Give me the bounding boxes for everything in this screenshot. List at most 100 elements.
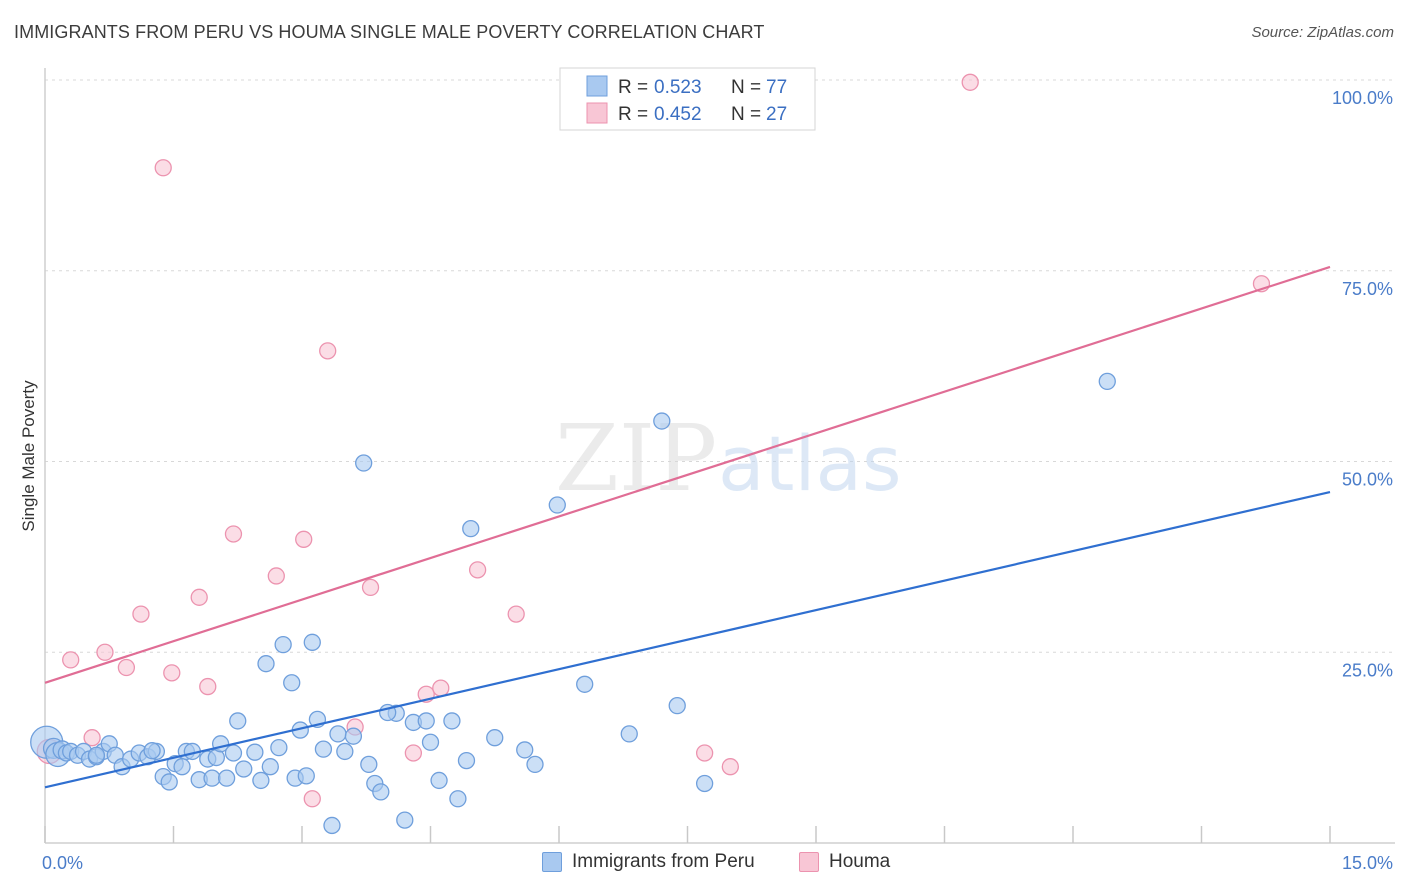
- peru-point-38: [274, 635, 292, 654]
- houma-point-9: [199, 677, 217, 696]
- peru-point-34: [252, 771, 270, 790]
- houma-point-14: [319, 342, 337, 360]
- legend-swatch-peru-bottom: [542, 852, 562, 872]
- peru-point-58: [421, 733, 440, 751]
- y-tick-label-75: 75.0%: [1342, 279, 1393, 299]
- peru-point-35: [257, 655, 275, 673]
- series-legend: Immigrants from Peru Houma: [0, 851, 1406, 879]
- peru-point-60: [443, 712, 461, 730]
- peru-point-33: [246, 743, 264, 761]
- legend-r-value-peru: 0.523: [654, 77, 702, 98]
- peru-point-67: [548, 496, 566, 514]
- legend-label-peru: Immigrants from Peru: [572, 851, 755, 872]
- legend-swatch-houma: [586, 102, 608, 124]
- peru-point-70: [653, 412, 671, 430]
- houma-point-13: [303, 790, 321, 808]
- peru-point-71: [668, 697, 686, 715]
- houma-point-12: [295, 530, 313, 548]
- watermark: ZIP atlas: [555, 405, 902, 512]
- peru-point-36: [261, 758, 279, 776]
- legend-n-label-peru: N =: [731, 77, 761, 98]
- houma-point-2: [83, 729, 101, 747]
- source-label: Source: ZipAtlas.com: [1251, 24, 1394, 41]
- peru-point-21: [173, 758, 191, 776]
- y-tick-label-50: 50.0%: [1342, 470, 1393, 490]
- peru-point-55: [396, 811, 414, 829]
- legend-r-label-peru: R =: [618, 77, 648, 98]
- houma-point-24: [721, 758, 739, 776]
- peru-point-73: [1098, 372, 1116, 391]
- peru-point-29: [217, 769, 236, 787]
- houma-point-11: [267, 567, 285, 585]
- peru-point-66: [526, 755, 544, 774]
- peru-point-72: [695, 774, 714, 793]
- peru-point-37: [270, 738, 288, 757]
- peru-point-49: [344, 727, 363, 745]
- peru-point-75: [143, 742, 161, 760]
- peru-point-39: [283, 674, 301, 692]
- houma-point-10: [224, 525, 243, 543]
- houma-point-1: [62, 651, 80, 669]
- peru-point-46: [323, 816, 341, 835]
- peru-point-62: [457, 751, 476, 770]
- legend-swatch-houma-bottom: [799, 852, 819, 872]
- peru-point-63: [462, 519, 480, 538]
- peru-point-59: [430, 771, 448, 790]
- peru-point-47: [329, 725, 347, 743]
- watermark-atlas: atlas: [718, 419, 902, 508]
- legend-label-houma: Houma: [829, 851, 891, 872]
- grid-lines: [45, 79, 1395, 653]
- peru-point-31: [229, 712, 247, 730]
- peru-point-69: [620, 725, 638, 743]
- peru-point-26: [203, 769, 221, 787]
- houma-point-22: [695, 744, 714, 762]
- peru-point-64: [486, 729, 504, 747]
- houma-point-17: [404, 744, 423, 762]
- stats-legend: R = 0.523 N = 77 R = 0.452 N = 27: [559, 67, 816, 131]
- peru-point-68: [576, 675, 594, 693]
- peru-trend-line: [44, 490, 1331, 789]
- peru-point-30: [224, 744, 243, 762]
- legend-r-label-houma: R =: [618, 104, 648, 125]
- y-tick-label-100: 100.0%: [1332, 88, 1393, 108]
- peru-point-42: [297, 767, 315, 785]
- houma-point-3: [96, 643, 114, 661]
- houma-trend-line: [44, 265, 1331, 684]
- y-tick-label-25: 25.0%: [1342, 660, 1393, 680]
- x-tick-label-min: 0.0%: [42, 853, 83, 873]
- peru-point-57: [417, 712, 435, 730]
- houma-point-4: [117, 658, 136, 677]
- peru-point-48: [336, 742, 354, 761]
- y-tick-labels: 25.0% 50.0% 75.0% 100.0%: [1332, 88, 1393, 680]
- x-tick-marks: [44, 826, 1331, 843]
- houma-point-5: [132, 605, 150, 623]
- legend-n-value-houma: 27: [766, 104, 787, 125]
- houma-point-19: [432, 679, 450, 697]
- houma-point-8: [190, 588, 208, 606]
- legend-n-label-houma: N =: [731, 104, 761, 125]
- axes: [44, 68, 1395, 844]
- y-axis-label: Single Male Poverty: [19, 380, 38, 532]
- peru-point-61: [449, 790, 467, 808]
- trend-lines: [44, 265, 1331, 789]
- houma-point-21: [507, 605, 525, 623]
- peru-point-65: [516, 741, 534, 759]
- houma-point-7: [163, 664, 181, 682]
- houma-point-16: [361, 578, 380, 597]
- peru-point-32: [235, 760, 253, 778]
- watermark-zip: ZIP: [555, 405, 717, 512]
- legend-item-houma: Houma: [799, 851, 890, 873]
- chart-title: IMMIGRANTS FROM PERU VS HOUMA SINGLE MAL…: [14, 22, 765, 42]
- houma-point-6: [154, 159, 172, 177]
- peru-point-45: [314, 740, 333, 758]
- peru-point-43: [303, 633, 321, 651]
- peru-point-19: [160, 773, 178, 791]
- peru-points: [30, 372, 1116, 835]
- peru-point-51: [360, 755, 378, 774]
- legend-n-value-peru: 77: [766, 77, 787, 98]
- legend-r-value-houma: 0.452: [654, 104, 702, 125]
- legend-item-peru: Immigrants from Peru: [542, 851, 755, 873]
- peru-point-50: [355, 454, 373, 472]
- peru-point-53: [372, 783, 390, 801]
